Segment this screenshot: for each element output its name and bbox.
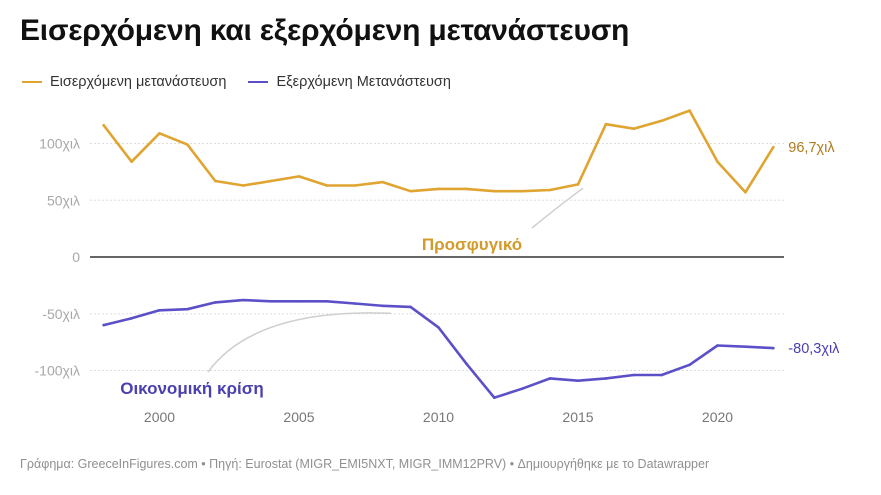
legend-swatch-emigration bbox=[248, 81, 269, 83]
annotation-connector-crisis bbox=[207, 312, 392, 373]
data-point bbox=[437, 326, 440, 329]
legend-swatch-immigration bbox=[22, 81, 42, 83]
data-point bbox=[493, 396, 496, 400]
data-point bbox=[493, 189, 496, 193]
data-point bbox=[409, 189, 412, 193]
x-tick-label: 2005 bbox=[283, 409, 314, 425]
data-point bbox=[158, 309, 161, 312]
chart-title: Εισερχόμενη και εξερχόμενη μετανάστευση bbox=[20, 14, 630, 47]
data-point bbox=[576, 379, 580, 383]
data-point bbox=[381, 180, 385, 184]
data-point bbox=[130, 160, 133, 163]
data-point bbox=[269, 179, 273, 183]
data-point bbox=[297, 299, 301, 303]
data-point bbox=[660, 373, 663, 377]
data-point bbox=[437, 187, 440, 191]
data-point bbox=[325, 184, 329, 187]
data-point bbox=[716, 160, 719, 163]
data-point bbox=[548, 188, 552, 192]
data-point bbox=[772, 346, 775, 350]
data-point bbox=[130, 316, 133, 320]
x-tick-label: 2000 bbox=[144, 409, 175, 425]
legend-label-immigration: Εισερχόμενη μετανάστευση bbox=[50, 74, 227, 90]
end-label-immigration: 96,7χιλ bbox=[788, 140, 835, 156]
data-point bbox=[409, 305, 412, 309]
chart-svg: 100χιλ 50χιλ 0 -50χιλ -100χιλ 2000 2005 2010 201… bbox=[35, 109, 840, 425]
end-label-emigration: -80,3χιλ bbox=[788, 341, 840, 357]
data-point bbox=[576, 183, 580, 186]
data-point bbox=[688, 109, 691, 112]
data-point bbox=[632, 127, 636, 131]
data-point bbox=[632, 373, 636, 377]
data-point bbox=[744, 191, 747, 194]
series-line-immigration bbox=[102, 109, 775, 194]
data-point bbox=[716, 344, 719, 347]
y-tick-label: 50χιλ bbox=[47, 192, 80, 208]
y-tick-label: 0 bbox=[72, 249, 80, 265]
data-point bbox=[660, 119, 663, 123]
annotation-refugee: Προσφυγικό bbox=[422, 235, 522, 254]
data-point bbox=[604, 122, 608, 126]
data-point bbox=[353, 302, 357, 305]
y-tick-label: -50χιλ bbox=[42, 306, 80, 322]
data-point bbox=[186, 143, 189, 146]
data-point bbox=[297, 175, 301, 178]
data-point bbox=[520, 189, 524, 193]
data-point bbox=[214, 301, 217, 304]
data-point bbox=[772, 145, 775, 149]
data-point bbox=[102, 124, 105, 127]
legend-item-immigration: Εισερχόμενη μετανάστευση bbox=[22, 74, 226, 90]
data-point bbox=[353, 184, 357, 187]
x-tick-label: 2015 bbox=[562, 409, 593, 425]
data-point bbox=[548, 377, 552, 380]
data-point bbox=[465, 187, 468, 191]
data-point bbox=[520, 387, 524, 390]
data-point bbox=[325, 299, 329, 303]
data-point bbox=[269, 299, 273, 303]
y-tick-label: 100χιλ bbox=[39, 136, 80, 152]
x-tick-label: 2020 bbox=[702, 409, 733, 425]
chart-legend: Εισερχόμενη μετανάστευση Εξερχόμενη Μετα… bbox=[22, 72, 473, 92]
data-point bbox=[241, 298, 245, 302]
data-point bbox=[688, 363, 691, 367]
data-point bbox=[381, 304, 385, 308]
data-point bbox=[186, 307, 189, 311]
legend-item-emigration: Εξερχόμενη Μετανάστευση bbox=[248, 74, 451, 90]
annotation-crisis: Οικονομική κρίση bbox=[120, 379, 264, 398]
y-tick-label: -100χιλ bbox=[35, 363, 80, 379]
data-point bbox=[465, 362, 468, 365]
x-tick-label: 2010 bbox=[423, 409, 454, 425]
data-point bbox=[744, 345, 747, 348]
data-point bbox=[214, 179, 217, 183]
chart-footer: Γράφημα: GreeceInFigures.com • Πηγή: Eur… bbox=[20, 457, 710, 471]
annotation-connector-refugee bbox=[531, 187, 584, 229]
data-point bbox=[102, 323, 105, 327]
data-point bbox=[241, 184, 245, 187]
data-point bbox=[158, 131, 161, 135]
legend-label-emigration: Εξερχόμενη Μετανάστευση bbox=[276, 74, 451, 90]
data-point bbox=[604, 377, 608, 380]
